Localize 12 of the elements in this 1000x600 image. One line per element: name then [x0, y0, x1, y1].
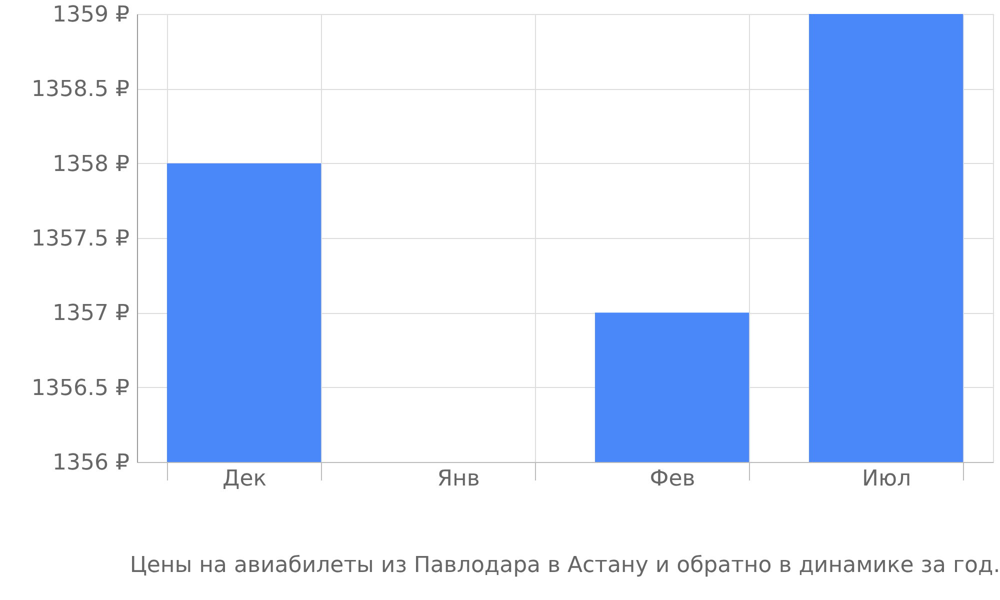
text: Цены на авиабилеты из Павлодара в Астану и обратно в динамике за год.: [130, 553, 1000, 578]
y-tick-label: 1357.5 ₽: [32, 226, 130, 252]
y-tick-label: 1358.5 ₽: [32, 77, 130, 102]
y-tick-label: 1356 ₽: [52, 450, 130, 476]
y-tick-label: 1357 ₽: [52, 301, 130, 326]
y-tick-label: 1356.5 ₽: [32, 376, 130, 401]
y-tick-label: 1358 ₽: [52, 152, 130, 177]
x-tick-label: Янв: [437, 466, 480, 492]
x-tick-label: Дек: [222, 466, 267, 492]
x-tick-label: Июл: [862, 466, 912, 492]
x-tick-label: Фев: [650, 466, 696, 492]
y-tick-label: 1359 ₽: [52, 2, 130, 28]
